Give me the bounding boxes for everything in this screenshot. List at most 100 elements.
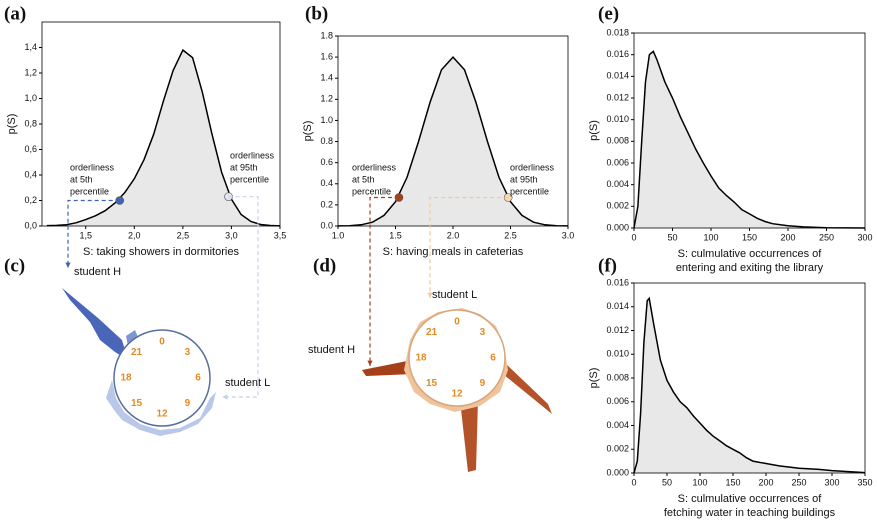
hour-label: 12 <box>451 389 463 400</box>
y-tick-label: 0,4 <box>24 169 37 179</box>
hour-label: 9 <box>480 378 486 389</box>
x-axis-label: S: having meals in cafeterias <box>383 246 524 258</box>
annotation: at 95th <box>230 162 258 172</box>
x-tick-label: 3,0 <box>225 230 238 240</box>
annotation: percentile <box>230 174 269 184</box>
blob <box>362 360 414 376</box>
x-tick-label: 1.5 <box>389 230 402 240</box>
x-axis-label: fetching water in teaching buildings <box>664 507 836 519</box>
annotation: percentile <box>70 186 109 196</box>
hour-label: 6 <box>195 373 201 384</box>
x-axis-label: S: culmulative occurrences of <box>678 248 823 260</box>
x-tick-label: 2,5 <box>177 230 190 240</box>
y-tick-label: 0.000 <box>606 467 629 477</box>
x-tick-label: 50 <box>662 477 672 487</box>
density-line <box>337 55 569 227</box>
y-tick-label: 0.8 <box>320 136 333 146</box>
annotation: at 5th <box>352 174 375 184</box>
x-tick-label: 150 <box>725 477 740 487</box>
hour-label: 15 <box>131 398 143 409</box>
connector <box>67 199 120 268</box>
panel-label: (a) <box>4 3 26 24</box>
student-label: student L <box>225 377 270 389</box>
y-tick-label: 0.018 <box>606 27 629 37</box>
y-tick-label: 0.000 <box>606 222 629 232</box>
x-tick-label: 300 <box>824 477 839 487</box>
hour-label: 15 <box>426 378 438 389</box>
hour-label: 21 <box>131 347 143 358</box>
panel-label: (c) <box>4 255 25 276</box>
blob <box>498 362 552 414</box>
y-tick-label: 0.006 <box>606 157 629 167</box>
area-fill <box>338 57 568 226</box>
annotation: orderliness <box>230 150 275 160</box>
y-axis-label: p(S) <box>6 114 18 135</box>
y-tick-label: 1.2 <box>320 94 333 104</box>
y-tick-label: 0.2 <box>320 199 333 209</box>
arrow-head <box>222 394 228 400</box>
y-tick-label: 0.4 <box>320 178 333 188</box>
y-tick-label: 0,6 <box>24 144 37 154</box>
x-tick-label: 2.5 <box>504 230 517 240</box>
hour-label: 21 <box>426 327 438 338</box>
connector <box>369 196 399 366</box>
y-tick-label: 0.008 <box>606 136 629 146</box>
area-fill <box>634 51 865 229</box>
blob <box>106 380 216 436</box>
x-tick-label: 200 <box>758 477 773 487</box>
hour-label: 12 <box>156 409 168 420</box>
x-axis-label: S: culmulative occurrences of <box>678 493 823 505</box>
y-tick-label: 0.010 <box>606 114 629 124</box>
y-tick-label: 0.002 <box>606 201 629 211</box>
arrow-head <box>367 360 373 366</box>
x-tick-label: 350 <box>857 477 872 487</box>
x-tick-label: 250 <box>791 477 806 487</box>
diagram-d: student H student L <box>308 289 552 472</box>
y-tick-label: 0.016 <box>606 49 629 59</box>
y-tick-label: 0.010 <box>606 349 629 359</box>
y-tick-label: 0.6 <box>320 157 333 167</box>
panel-label: (b) <box>305 3 328 24</box>
y-tick-label: 0.012 <box>606 325 629 335</box>
x-tick-label: 200 <box>780 232 795 242</box>
y-tick-label: 1.0 <box>320 115 333 125</box>
x-tick-label: 50 <box>667 232 677 242</box>
density-line <box>633 50 866 229</box>
x-tick-label: 3,5 <box>274 230 287 240</box>
x-tick-label: 0 <box>631 477 636 487</box>
arrow-head <box>427 292 433 298</box>
x-tick-label: 150 <box>742 232 757 242</box>
y-tick-label: 1.6 <box>320 51 333 61</box>
y-tick-label: 0.004 <box>606 420 629 430</box>
y-tick-label: 1,2 <box>24 67 37 77</box>
arrow-head <box>65 262 71 268</box>
y-tick-label: 0,0 <box>24 220 37 230</box>
hour-label: 3 <box>185 347 191 358</box>
y-tick-label: 0.012 <box>606 92 629 102</box>
annotation: orderliness <box>70 162 115 172</box>
x-tick-label: 300 <box>857 232 872 242</box>
clock <box>408 309 506 407</box>
x-tick-label: 2,0 <box>128 230 141 240</box>
y-tick-label: 1,4 <box>24 42 37 52</box>
area-fill <box>46 50 280 226</box>
annotation: orderliness <box>352 162 397 172</box>
y-tick-label: 0,8 <box>24 118 37 128</box>
y-tick-label: 1.4 <box>320 73 333 83</box>
hour-label: 3 <box>480 327 486 338</box>
hour-label: 18 <box>415 353 427 364</box>
hour-label: 18 <box>120 373 132 384</box>
y-tick-label: 0.004 <box>606 179 629 189</box>
x-tick-label: 1,5 <box>79 230 92 240</box>
annotation: orderliness <box>510 162 555 172</box>
y-tick-label: 0.016 <box>606 277 629 287</box>
annotation: percentile <box>510 186 549 196</box>
blob <box>62 288 128 360</box>
density-line <box>46 48 281 227</box>
y-axis-label: p(S) <box>302 121 314 142</box>
panel-label: (d) <box>313 255 336 276</box>
hour-label: 0 <box>454 317 460 328</box>
y-axis-label: p(S) <box>588 368 600 389</box>
y-tick-label: 0.014 <box>606 71 629 81</box>
